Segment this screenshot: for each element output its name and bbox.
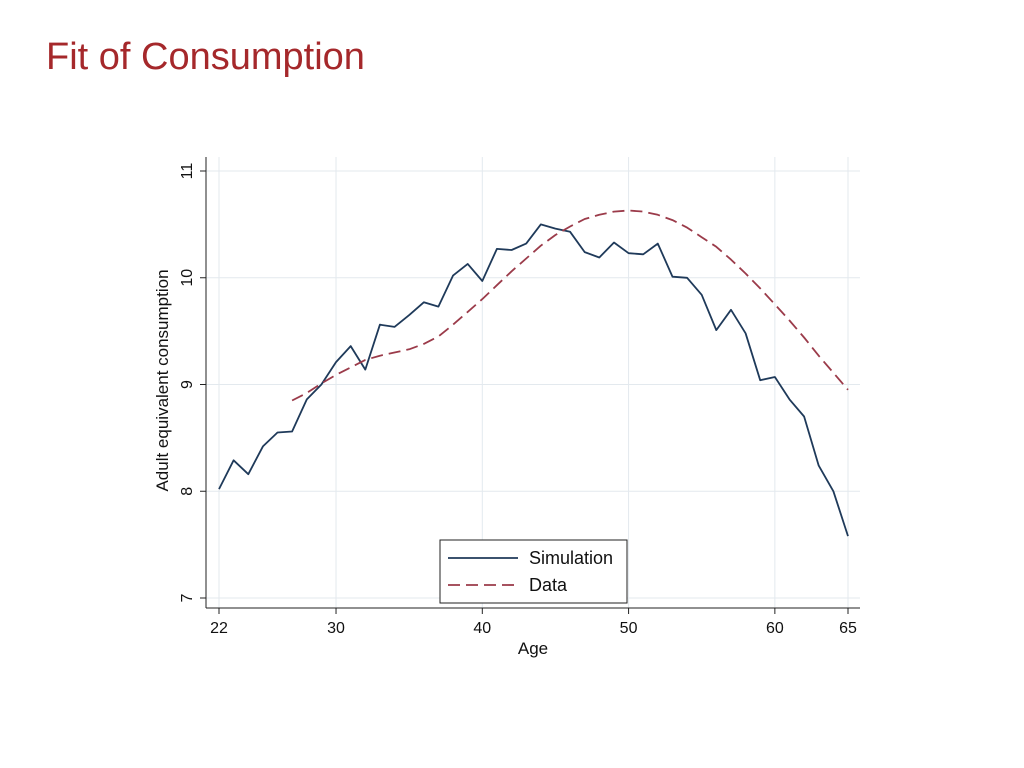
y-tick-label: 11 [179,163,196,180]
plot-area [206,157,860,608]
axes: 22 30 40 50 60 65 7 8 9 10 11 [179,157,860,637]
x-tick-label: 40 [473,620,491,637]
legend-label-data: Data [529,575,568,595]
y-tick-label: 9 [179,380,196,389]
slide-title: Fit of Consumption [46,36,365,78]
series-lines [218,209,849,537]
series-line-simulation [218,223,849,537]
x-tick-label: 65 [839,620,857,637]
legend-label-simulation: Simulation [529,548,613,568]
y-tick-label: 7 [179,593,196,602]
x-axis-title: Age [518,639,548,658]
series-line-data [291,209,849,402]
x-tick-label: 22 [210,620,228,637]
y-tick-label: 10 [179,269,196,287]
legend-box [439,539,628,604]
legend: Simulation Data [439,539,628,604]
y-tick-label: 8 [179,487,196,496]
x-tick-label: 60 [766,620,784,637]
y-axis-title: Adult equivalent consumption [153,269,172,491]
x-tick-label: 50 [620,620,638,637]
x-tick-label: 30 [327,620,345,637]
